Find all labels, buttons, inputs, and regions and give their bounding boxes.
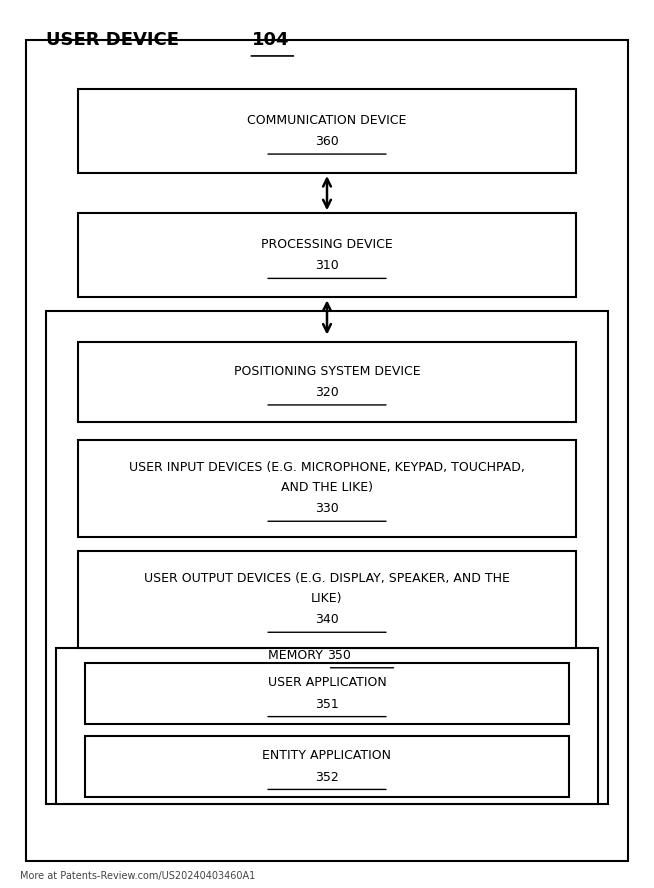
FancyBboxPatch shape: [85, 736, 569, 797]
Text: PROCESSING DEVICE: PROCESSING DEVICE: [261, 238, 393, 251]
Text: COMMUNICATION DEVICE: COMMUNICATION DEVICE: [247, 114, 407, 127]
Text: 360: 360: [315, 135, 339, 148]
FancyBboxPatch shape: [78, 342, 576, 422]
Text: 350: 350: [327, 649, 351, 662]
Text: MEMORY: MEMORY: [268, 649, 327, 662]
Text: 351: 351: [315, 698, 339, 710]
Text: 340: 340: [315, 614, 339, 626]
Text: 310: 310: [315, 259, 339, 273]
FancyBboxPatch shape: [78, 89, 576, 173]
Text: ENTITY APPLICATION: ENTITY APPLICATION: [262, 749, 392, 762]
Text: POSITIONING SYSTEM DEVICE: POSITIONING SYSTEM DEVICE: [233, 365, 421, 377]
Text: 330: 330: [315, 503, 339, 515]
FancyBboxPatch shape: [78, 440, 576, 537]
Text: 320: 320: [315, 386, 339, 399]
Text: AND THE LIKE): AND THE LIKE): [281, 481, 373, 494]
Text: More at Patents-Review.com/US20240403460A1: More at Patents-Review.com/US20240403460…: [20, 871, 255, 881]
Text: 352: 352: [315, 771, 339, 783]
Text: 104: 104: [252, 31, 289, 49]
FancyBboxPatch shape: [46, 311, 608, 804]
FancyBboxPatch shape: [85, 663, 569, 724]
Text: USER DEVICE: USER DEVICE: [46, 31, 185, 49]
Text: USER APPLICATION: USER APPLICATION: [267, 677, 387, 689]
Text: LIKE): LIKE): [311, 592, 343, 605]
Text: USER INPUT DEVICES (E.G. MICROPHONE, KEYPAD, TOUCHPAD,: USER INPUT DEVICES (E.G. MICROPHONE, KEY…: [129, 462, 525, 474]
FancyBboxPatch shape: [78, 213, 576, 297]
FancyBboxPatch shape: [26, 40, 628, 861]
FancyBboxPatch shape: [78, 551, 576, 648]
Text: USER OUTPUT DEVICES (E.G. DISPLAY, SPEAKER, AND THE: USER OUTPUT DEVICES (E.G. DISPLAY, SPEAK…: [144, 573, 510, 585]
FancyBboxPatch shape: [56, 648, 598, 804]
